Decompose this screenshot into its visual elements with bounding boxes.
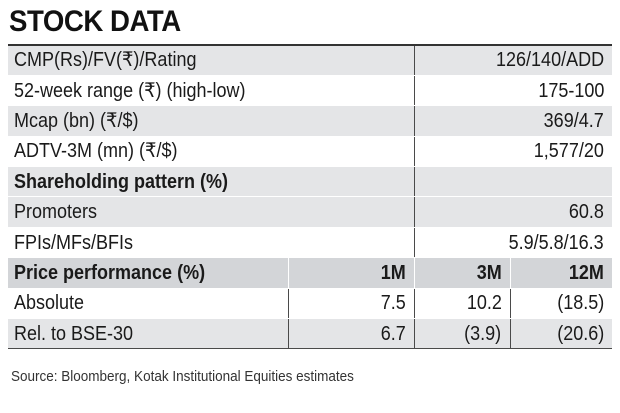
source-note: Source: Bloomberg, Kotak Institutional E… [11, 368, 354, 385]
row-label: Absolute [8, 288, 288, 320]
performance-header-row: Price performance (%) 1M 3M 12M [8, 257, 613, 289]
row-value: 1,577/20 [413, 136, 613, 168]
table-title: STOCK DATA [9, 5, 181, 38]
table-row: Absolute 7.5 10.2 (18.5) [8, 288, 613, 320]
row-value: 5.9/5.8/16.3 [413, 227, 613, 259]
performance-header: Price performance (%) [8, 257, 288, 289]
row-value: 126/140/ADD [413, 43, 613, 76]
shareholding-header: Shareholding pattern (%) [8, 166, 415, 198]
cell-12m: (20.6) [509, 318, 613, 350]
row-value: 175-100 [413, 75, 613, 107]
cell-3m: 10.2 [413, 288, 511, 320]
row-label: ADTV-3M (mn) (₹/$) [8, 136, 415, 168]
row-label: FPIs/MFs/BFIs [8, 227, 415, 259]
stock-data-table: CMP(Rs)/FV(₹)/Rating 126/140/ADD 52-week… [8, 43, 613, 350]
shareholding-header-row: Shareholding pattern (%) [8, 166, 613, 198]
row-value: 60.8 [413, 196, 613, 228]
table-row: Mcap (bn) (₹/$) 369/4.7 [8, 105, 613, 137]
row-label: Rel. to BSE-30 [8, 318, 288, 350]
cell-12m: (18.5) [509, 288, 613, 320]
cell-3m: (3.9) [413, 318, 511, 350]
cell-1m: 7.5 [287, 288, 415, 320]
row-label: Promoters [8, 196, 415, 228]
row-label: CMP(Rs)/FV(₹)/Rating [8, 43, 415, 76]
row-value: 369/4.7 [413, 105, 613, 137]
row-label: Mcap (bn) (₹/$) [8, 105, 415, 137]
table-row: CMP(Rs)/FV(₹)/Rating 126/140/ADD [8, 43, 613, 76]
column-header-12m: 12M [509, 257, 613, 289]
column-header-3m: 3M [413, 257, 511, 289]
cell-1m: 6.7 [287, 318, 415, 350]
table-row: FPIs/MFs/BFIs 5.9/5.8/16.3 [8, 227, 613, 259]
table-row: ADTV-3M (mn) (₹/$) 1,577/20 [8, 136, 613, 168]
row-label: 52-week range (₹) (high-low) [8, 75, 415, 107]
row-value-empty [413, 166, 613, 198]
table-row: 52-week range (₹) (high-low) 175-100 [8, 75, 613, 107]
column-header-1m: 1M [287, 257, 415, 289]
table-row: Promoters 60.8 [8, 196, 613, 228]
table-row: Rel. to BSE-30 6.7 (3.9) (20.6) [8, 318, 613, 350]
